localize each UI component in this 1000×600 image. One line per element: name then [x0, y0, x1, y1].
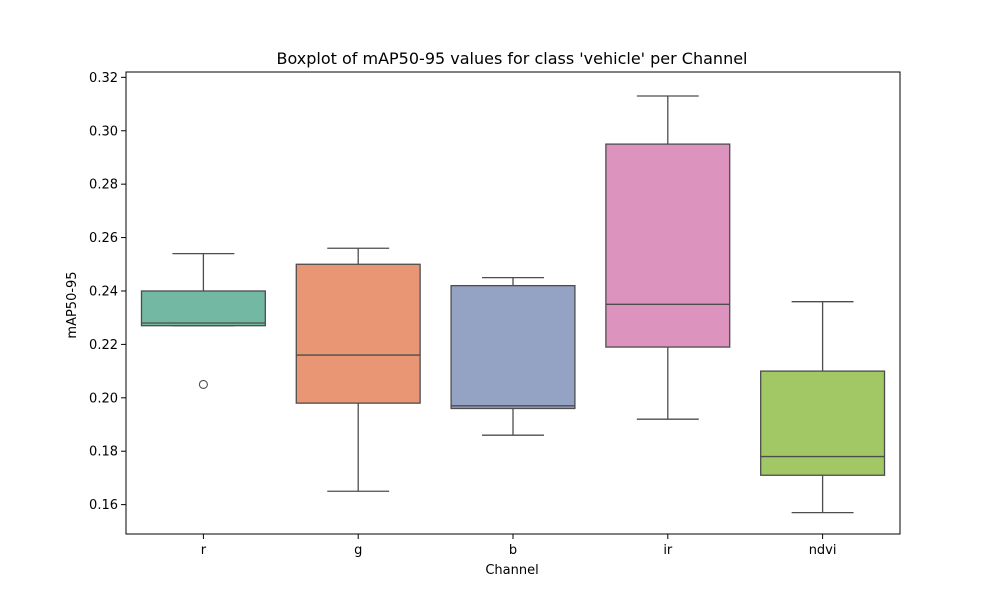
x-tick-label: ndvi: [809, 543, 837, 558]
y-tick-label: 0.24: [89, 284, 118, 299]
y-tick-label: 0.30: [89, 124, 118, 139]
y-tick-label: 0.18: [89, 445, 118, 460]
plot-frame: [125, 71, 901, 535]
box-r: [140, 290, 266, 327]
y-axis-label: mAP50-95: [65, 271, 80, 338]
outlier-point: [198, 379, 208, 390]
box-ir: [605, 143, 731, 348]
y-tick-label: 0.26: [89, 231, 118, 246]
x-tick-label: g: [354, 543, 362, 558]
y-tick-label: 0.32: [89, 71, 118, 86]
y-tick-label: 0.28: [89, 178, 118, 193]
box-b: [450, 284, 576, 410]
x-tick-label: ir: [663, 543, 673, 558]
y-tick-label: 0.22: [89, 338, 118, 353]
box-g: [295, 263, 421, 404]
y-tick-label: 0.20: [89, 391, 118, 406]
y-tick-label: 0.16: [89, 498, 118, 513]
x-tick-label: r: [201, 543, 207, 558]
box-ndvi: [760, 370, 886, 476]
plot-area: 0.16 0.18 0.20 0.22 0.24 0.26 0.28 0.30 0.32 r g b i…: [89, 71, 901, 558]
x-tick-label: b: [509, 543, 517, 558]
x-axis-label: Channel: [485, 563, 538, 578]
chart-title: Boxplot of mAP50-95 values for class 've…: [277, 49, 748, 68]
